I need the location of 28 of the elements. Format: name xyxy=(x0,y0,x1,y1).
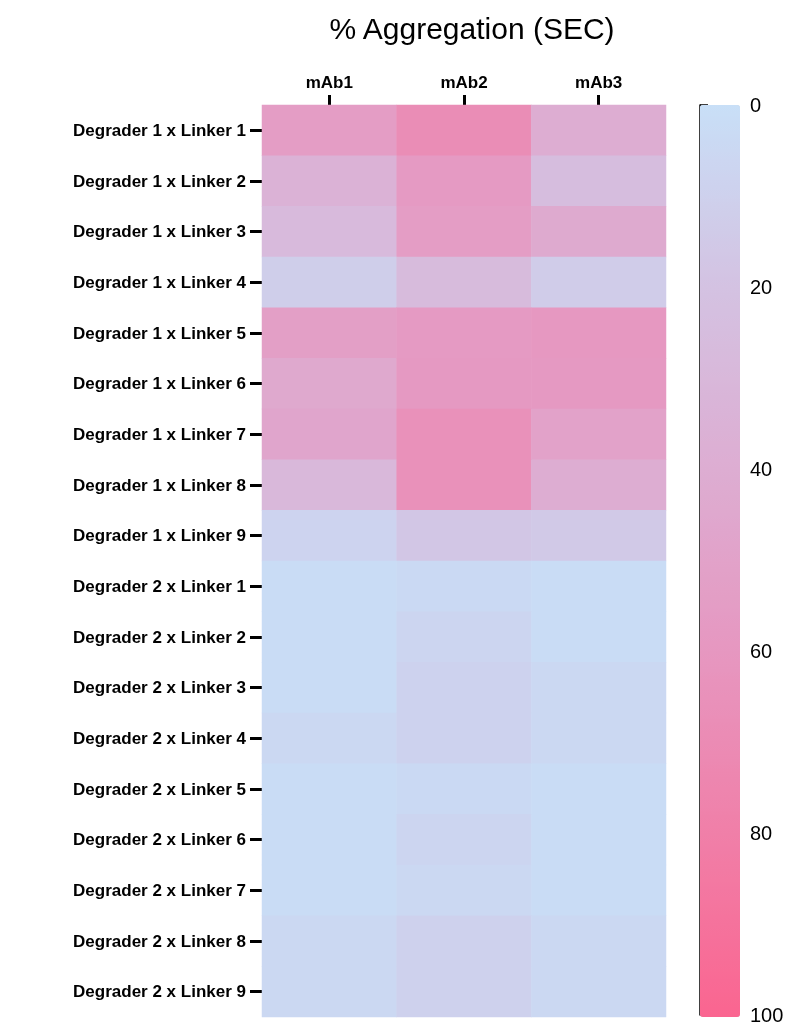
color-bar-label: 20 xyxy=(750,276,773,298)
y-tick-label: Degrader 2 x Linker 2 xyxy=(73,627,246,647)
y-tick-label: Degrader 2 x Linker 8 xyxy=(73,931,246,951)
y-tick-label: Degrader 1 x Linker 9 xyxy=(73,526,246,546)
x-tick-label: mAb3 xyxy=(575,73,623,92)
x-tick-label: mAb1 xyxy=(305,73,353,92)
y-tick-label: Degrader 1 x Linker 5 xyxy=(73,323,246,343)
y-tick-label: Degrader 2 x Linker 6 xyxy=(73,830,246,850)
color-bar-label: 0 xyxy=(750,94,762,116)
chart-title: % Aggregation (SEC) xyxy=(329,11,615,45)
y-tick-label: Degrader 2 x Linker 7 xyxy=(73,880,246,900)
color-bar-label: 40 xyxy=(750,458,773,480)
y-tick-label: Degrader 2 x Linker 5 xyxy=(73,779,246,799)
y-tick-label: Degrader 1 x Linker 3 xyxy=(73,222,246,242)
y-tick-label: Degrader 2 x Linker 9 xyxy=(73,982,246,1002)
y-tick-label: Degrader 2 x Linker 4 xyxy=(73,728,247,748)
y-tick-label: Degrader 1 x Linker 8 xyxy=(73,475,246,495)
y-tick-label: Degrader 1 x Linker 4 xyxy=(73,272,247,292)
color-bar-label: 80 xyxy=(750,822,773,844)
y-tick-label: Degrader 1 x Linker 1 xyxy=(73,120,246,140)
y-tick-label: Degrader 2 x Linker 1 xyxy=(73,576,246,596)
y-tick-label: Degrader 1 x Linker 7 xyxy=(73,424,246,444)
y-tick-label: Degrader 1 x Linker 2 xyxy=(73,171,246,191)
y-tick-label: Degrader 2 x Linker 3 xyxy=(73,678,246,698)
color-bar-label: 60 xyxy=(750,640,773,662)
y-tick-label: Degrader 1 x Linker 6 xyxy=(73,374,246,394)
x-tick-label: mAb2 xyxy=(440,73,488,92)
color-bar-label: 100 xyxy=(750,1004,784,1025)
